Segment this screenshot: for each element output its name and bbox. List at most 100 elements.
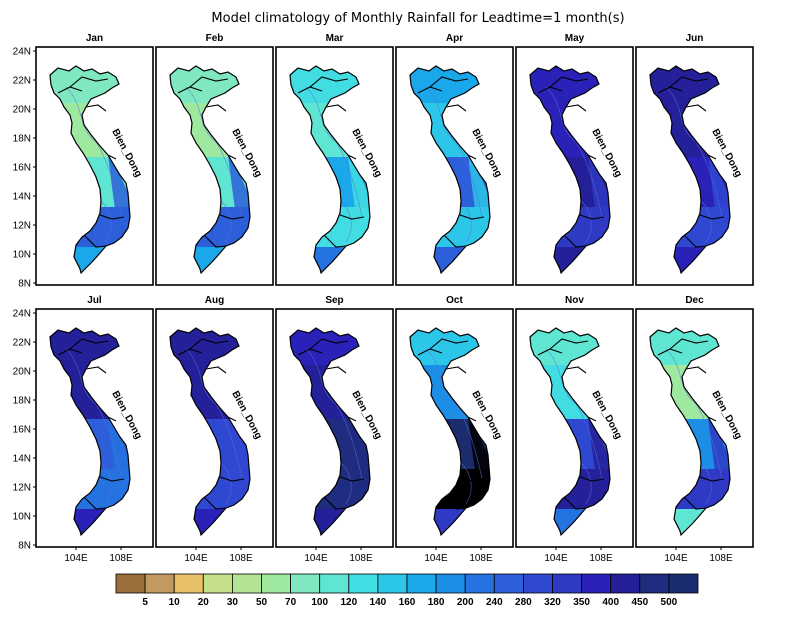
region-boundary	[227, 154, 237, 160]
month-title: Jan	[86, 33, 103, 44]
region-boundary	[69, 76, 109, 88]
contour-line	[425, 348, 483, 480]
region-boundary	[205, 366, 227, 374]
lat-tick-label: 14N	[13, 454, 31, 465]
lat-tick-label: 20N	[13, 105, 31, 116]
colorbar-swatch	[319, 573, 350, 594]
region-boundary	[685, 366, 707, 374]
region-boundary	[467, 416, 477, 422]
lon-tick-label: 104E	[664, 553, 688, 564]
colorbar-swatch	[261, 573, 292, 594]
region-boundary	[669, 76, 709, 88]
region-boundary	[107, 416, 117, 422]
coastal-band	[348, 417, 370, 499]
colorbar-swatch	[435, 573, 466, 594]
month-title: Mar	[326, 33, 344, 44]
map-panel-jul: Bien_Dong	[35, 308, 154, 548]
colorbar-label: 350	[573, 597, 590, 608]
region-boundary	[85, 366, 107, 374]
vietnam-outline	[649, 327, 731, 537]
colorbar-label: 140	[370, 597, 387, 608]
region-boundary	[699, 476, 725, 482]
region-boundary	[205, 104, 227, 112]
colorbar-swatch	[668, 573, 699, 594]
region-boundary	[347, 154, 357, 160]
month-title: Sep	[325, 295, 343, 306]
map-panel-nov: Bien_Dong	[515, 308, 634, 548]
region-boundary	[565, 366, 587, 374]
figure-title: Model climatology of Monthly Rainfall fo…	[211, 11, 624, 26]
lon-tick-label: 108E	[709, 553, 733, 564]
region-boundary	[189, 76, 229, 88]
colorbar-label: 120	[340, 597, 357, 608]
lat-tick-label: 18N	[13, 396, 31, 407]
map-panel-dec: Bien_Dong	[635, 308, 754, 548]
contour-line	[305, 348, 363, 480]
region-boundary	[85, 104, 107, 112]
lat-tick-label: 22N	[13, 338, 31, 349]
region-boundary	[219, 476, 245, 482]
region-boundary	[563, 234, 587, 248]
colorbar-label: 180	[428, 597, 445, 608]
region-boundary	[445, 104, 467, 112]
lon-tick-label: 104E	[424, 553, 448, 564]
contour-line	[545, 348, 603, 480]
colorbar-label: 500	[661, 597, 678, 608]
vietnam-outline	[649, 65, 731, 275]
vietnam-outline	[409, 65, 491, 275]
lon-tick-label: 104E	[544, 553, 568, 564]
colorbar-swatch	[581, 573, 612, 594]
colorbar-label: 320	[544, 597, 561, 608]
colorbar-swatch	[115, 573, 146, 594]
colorbar-swatch	[144, 573, 175, 594]
map-panel-sep: Bien_Dong	[275, 308, 394, 548]
region-boundary	[323, 496, 347, 510]
region-boundary	[69, 338, 109, 350]
region-boundary	[339, 476, 365, 482]
colorbar-label: 400	[602, 597, 619, 608]
region-boundary	[309, 338, 349, 350]
month-title: Nov	[565, 295, 584, 306]
region-boundary	[443, 234, 467, 248]
region-boundary	[459, 214, 485, 220]
coastal-band	[708, 417, 730, 499]
colorbar-swatch	[493, 573, 524, 594]
longitude-axes: 104E 108E 104E 108E 104E 108E 104E 108E 104E 108E…	[64, 547, 733, 564]
month-title: Dec	[685, 295, 704, 306]
colorbar-swatch	[464, 573, 495, 594]
lat-tick-label: 24N	[13, 47, 31, 58]
coastal-band	[348, 155, 370, 237]
colorbar-label: 50	[256, 597, 268, 608]
colorbar-label: 450	[631, 597, 648, 608]
colorbar-swatch	[552, 573, 583, 594]
colorbar-swatch	[173, 573, 204, 594]
colorbar-label: 100	[311, 597, 328, 608]
contour-line	[665, 348, 723, 480]
lat-tick-label: 16N	[13, 425, 31, 436]
vietnam-outline	[49, 65, 131, 275]
region-boundary	[443, 496, 467, 510]
lat-tick-label: 8N	[18, 279, 31, 290]
colorbar-swatch	[523, 573, 553, 594]
region-boundary	[565, 104, 587, 112]
vietnam-outline	[49, 327, 131, 537]
region-boundary	[323, 234, 347, 248]
region-boundary	[707, 416, 717, 422]
region-boundary	[339, 214, 365, 220]
colorbar-swatch	[290, 573, 321, 594]
month-title: Apr	[446, 33, 463, 44]
colorbar-swatch	[639, 573, 670, 594]
month-title: Jun	[686, 33, 704, 44]
month-panels: Bien_Dong Jan Bien_Dong Feb Bien_Dong Mar Bien…	[35, 33, 754, 548]
coastal-band	[468, 155, 490, 237]
map-panel-oct: Bien_Dong	[395, 308, 514, 548]
colorbar-swatch	[610, 573, 641, 594]
colorbar-label: 70	[285, 597, 297, 608]
map-panel-jun: Bien_Dong	[635, 46, 754, 286]
lon-tick-label: 108E	[349, 553, 373, 564]
region-boundary	[587, 416, 597, 422]
contour-line	[305, 86, 363, 218]
region-boundary	[683, 234, 707, 248]
lon-tick-label: 104E	[184, 553, 208, 564]
contour-line	[185, 348, 243, 480]
